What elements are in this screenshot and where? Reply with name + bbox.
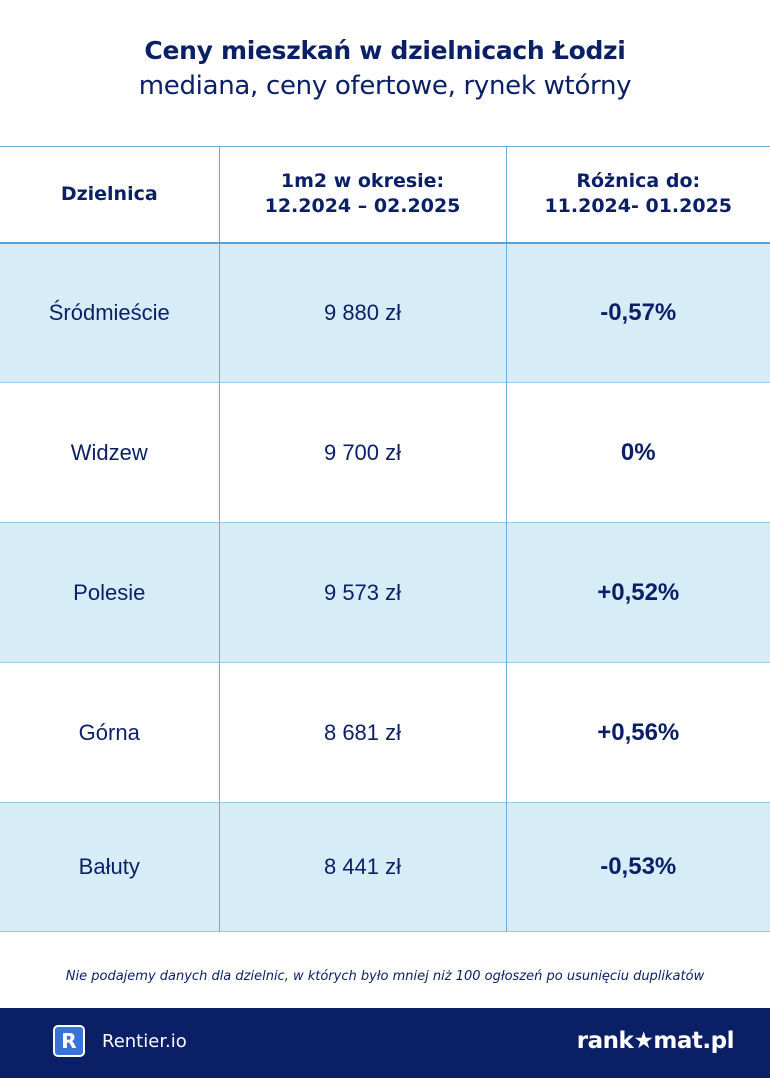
footnote: Nie podajemy danych dla dzielnic, w któr… [65,969,705,984]
column-header-diff-line2: 11.2024- 01.2025 [544,195,733,218]
diff-cell: +0,52% [597,578,680,606]
page-subtitle: mediana, ceny ofertowe, rynek wtórny [138,71,632,101]
price-cell: 9 880 zł [219,242,507,383]
column-header-price: 1m2 w okresie: 12.2024 – 02.2025 [219,146,507,243]
district-cell: Polesie [0,522,220,663]
column-header-diff: Różnica do: 11.2024- 01.2025 [506,147,770,243]
price-table: Dzielnica 1m2 w okresie: 12.2024 – 02.20… [0,146,770,932]
district-cell: Widzew [0,382,220,523]
column-header-price-line2: 12.2024 – 02.2025 [264,195,461,218]
district-cell: Śródmieście [0,242,220,383]
column-header-diff-line1: Różnica do: [576,170,701,193]
footer-bar: R Rentier.io rank★mat.pl [0,1008,770,1078]
column-header-price-line1: 1m2 w okresie: [280,170,445,193]
rankomat-logo: rank★mat.pl [576,1028,735,1054]
diff-cell: -0,57% [600,298,677,326]
table-row: Polesie 9 573 zł +0,52% [0,522,770,663]
table-row: Śródmieście 9 880 zł -0,57% [0,242,770,383]
district-cell: Górna [0,662,220,803]
table-header-row: Dzielnica 1m2 w okresie: 12.2024 – 02.20… [0,146,770,243]
diff-cell: 0% [620,438,656,466]
price-cell: 8 441 zł [219,802,507,932]
header: Ceny mieszkań w dzielnicach Łodzi median… [0,36,770,101]
price-cell: 8 681 zł [219,662,507,803]
page-title: Ceny mieszkań w dzielnicach Łodzi [144,36,626,65]
diff-cell: +0,56% [597,718,680,746]
price-cell: 9 573 zł [219,522,507,663]
column-header-district-label: Dzielnica [60,182,158,205]
table-row: Górna 8 681 zł +0,56% [0,662,770,803]
price-cell: 9 700 zł [219,382,507,523]
table-row: Bałuty 8 441 zł -0,53% [0,802,770,932]
district-cell: Bałuty [0,802,220,932]
rentier-logo-icon: R [53,1025,85,1057]
column-header-district: Dzielnica [0,146,220,243]
rentier-brand-name: Rentier.io [102,1031,187,1052]
diff-cell: -0,53% [600,853,677,880]
table-row: Widzew 9 700 zł 0% [0,382,770,523]
